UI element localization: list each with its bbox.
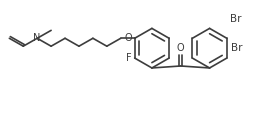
Text: Br: Br [230,14,241,23]
Text: O: O [177,43,185,53]
Text: Br: Br [231,43,243,53]
Text: O: O [124,33,132,43]
Text: N: N [34,33,41,43]
Text: F: F [126,53,132,63]
